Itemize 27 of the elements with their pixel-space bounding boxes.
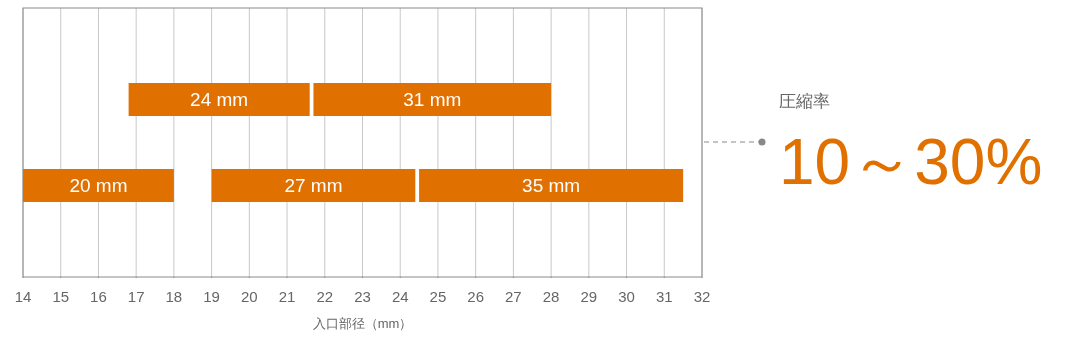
x-tick-label: 16 — [90, 288, 107, 305]
x-tick-label: 31 — [655, 288, 673, 305]
x-axis-title: 入口部径（mm） — [312, 316, 413, 331]
x-tick-label: 32 — [693, 288, 711, 305]
x-tick-label: 29 — [580, 288, 598, 305]
x-tick-label: 24 — [391, 288, 409, 305]
series-label: 20 mm — [69, 175, 128, 196]
x-tick-label: 28 — [542, 288, 560, 305]
x-tick-label: 26 — [467, 288, 485, 305]
x-tick-label: 19 — [203, 288, 220, 305]
series-label: 31 mm — [403, 89, 462, 110]
text: 圧縮率 — [779, 92, 830, 111]
series-label: 35 mm — [522, 175, 581, 196]
x-tick-label: 23 — [354, 288, 371, 305]
x-tick-label: 27 — [505, 288, 522, 305]
series-label: 27 mm — [284, 175, 343, 196]
x-tick-label: 14 — [14, 288, 32, 305]
x-tick-label: 22 — [316, 288, 334, 305]
x-tick-label: 21 — [278, 288, 296, 305]
x-tick-label: 18 — [165, 288, 183, 305]
x-tick-label: 25 — [429, 288, 447, 305]
x-tick-label: 20 — [240, 288, 258, 305]
series-label: 24 mm — [190, 89, 249, 110]
x-tick-label: 15 — [52, 288, 70, 305]
text: 10～30% — [779, 126, 1043, 198]
x-tick-label: 17 — [127, 288, 145, 305]
x-tick-label: 30 — [618, 288, 635, 305]
